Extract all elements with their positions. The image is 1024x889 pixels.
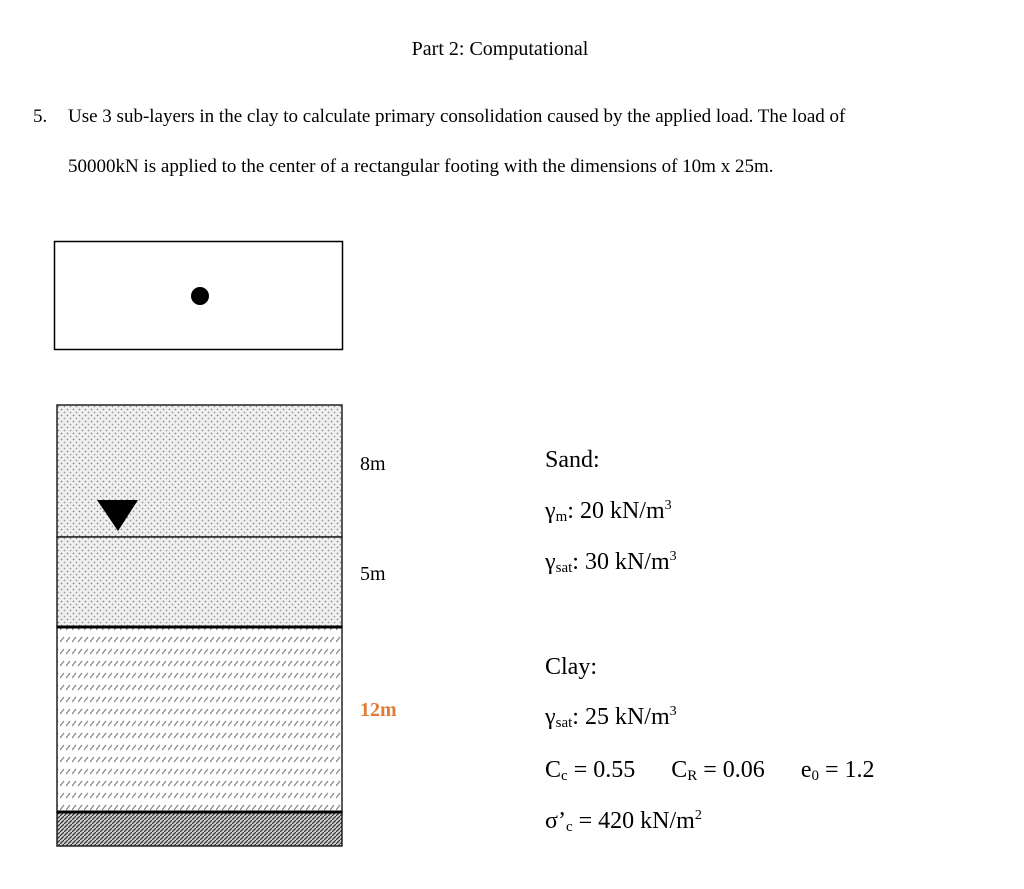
layer-thickness-clay: 12m [360, 699, 397, 721]
sand-layer-upper [56, 404, 343, 538]
rock-layer [56, 811, 343, 847]
sand-layer-lower [56, 536, 343, 628]
question-text-line-2: 50000kN is applied to the center of a re… [68, 156, 774, 177]
clay-heading: Clay: [545, 654, 597, 680]
sand-gamma-sat: γsat: 30 kN/m3 [545, 549, 677, 576]
compression-index: Cc = 0.55 [545, 757, 636, 784]
layer-thickness-sand-upper: 8m [360, 453, 386, 475]
water-table-icon [97, 500, 138, 531]
preconsolidation-pressure: σ’c = 420 kN/m2 [545, 808, 702, 835]
footing-plan [53, 240, 344, 351]
clay-layer [56, 626, 343, 813]
sand-heading: Sand: [545, 447, 600, 473]
clay-indices: Cc = 0.55 CR = 0.06 e0 = 1.2 [545, 757, 875, 785]
question-text-line-1: Use 3 sub-layers in the clay to calculat… [68, 106, 846, 127]
clay-gamma-sat: γsat: 25 kN/m3 [545, 704, 677, 731]
page-title: Part 2: Computational [411, 38, 589, 60]
soil-profile [56, 404, 343, 847]
layer-thickness-sand-lower: 5m [360, 563, 386, 585]
load-point-icon [191, 287, 209, 305]
recompression-index: CR = 0.06 [671, 757, 765, 784]
question-number: 5. [33, 106, 48, 127]
sand-gamma-m: γm: 20 kN/m3 [545, 498, 672, 525]
void-ratio: e0 = 1.2 [800, 757, 875, 784]
